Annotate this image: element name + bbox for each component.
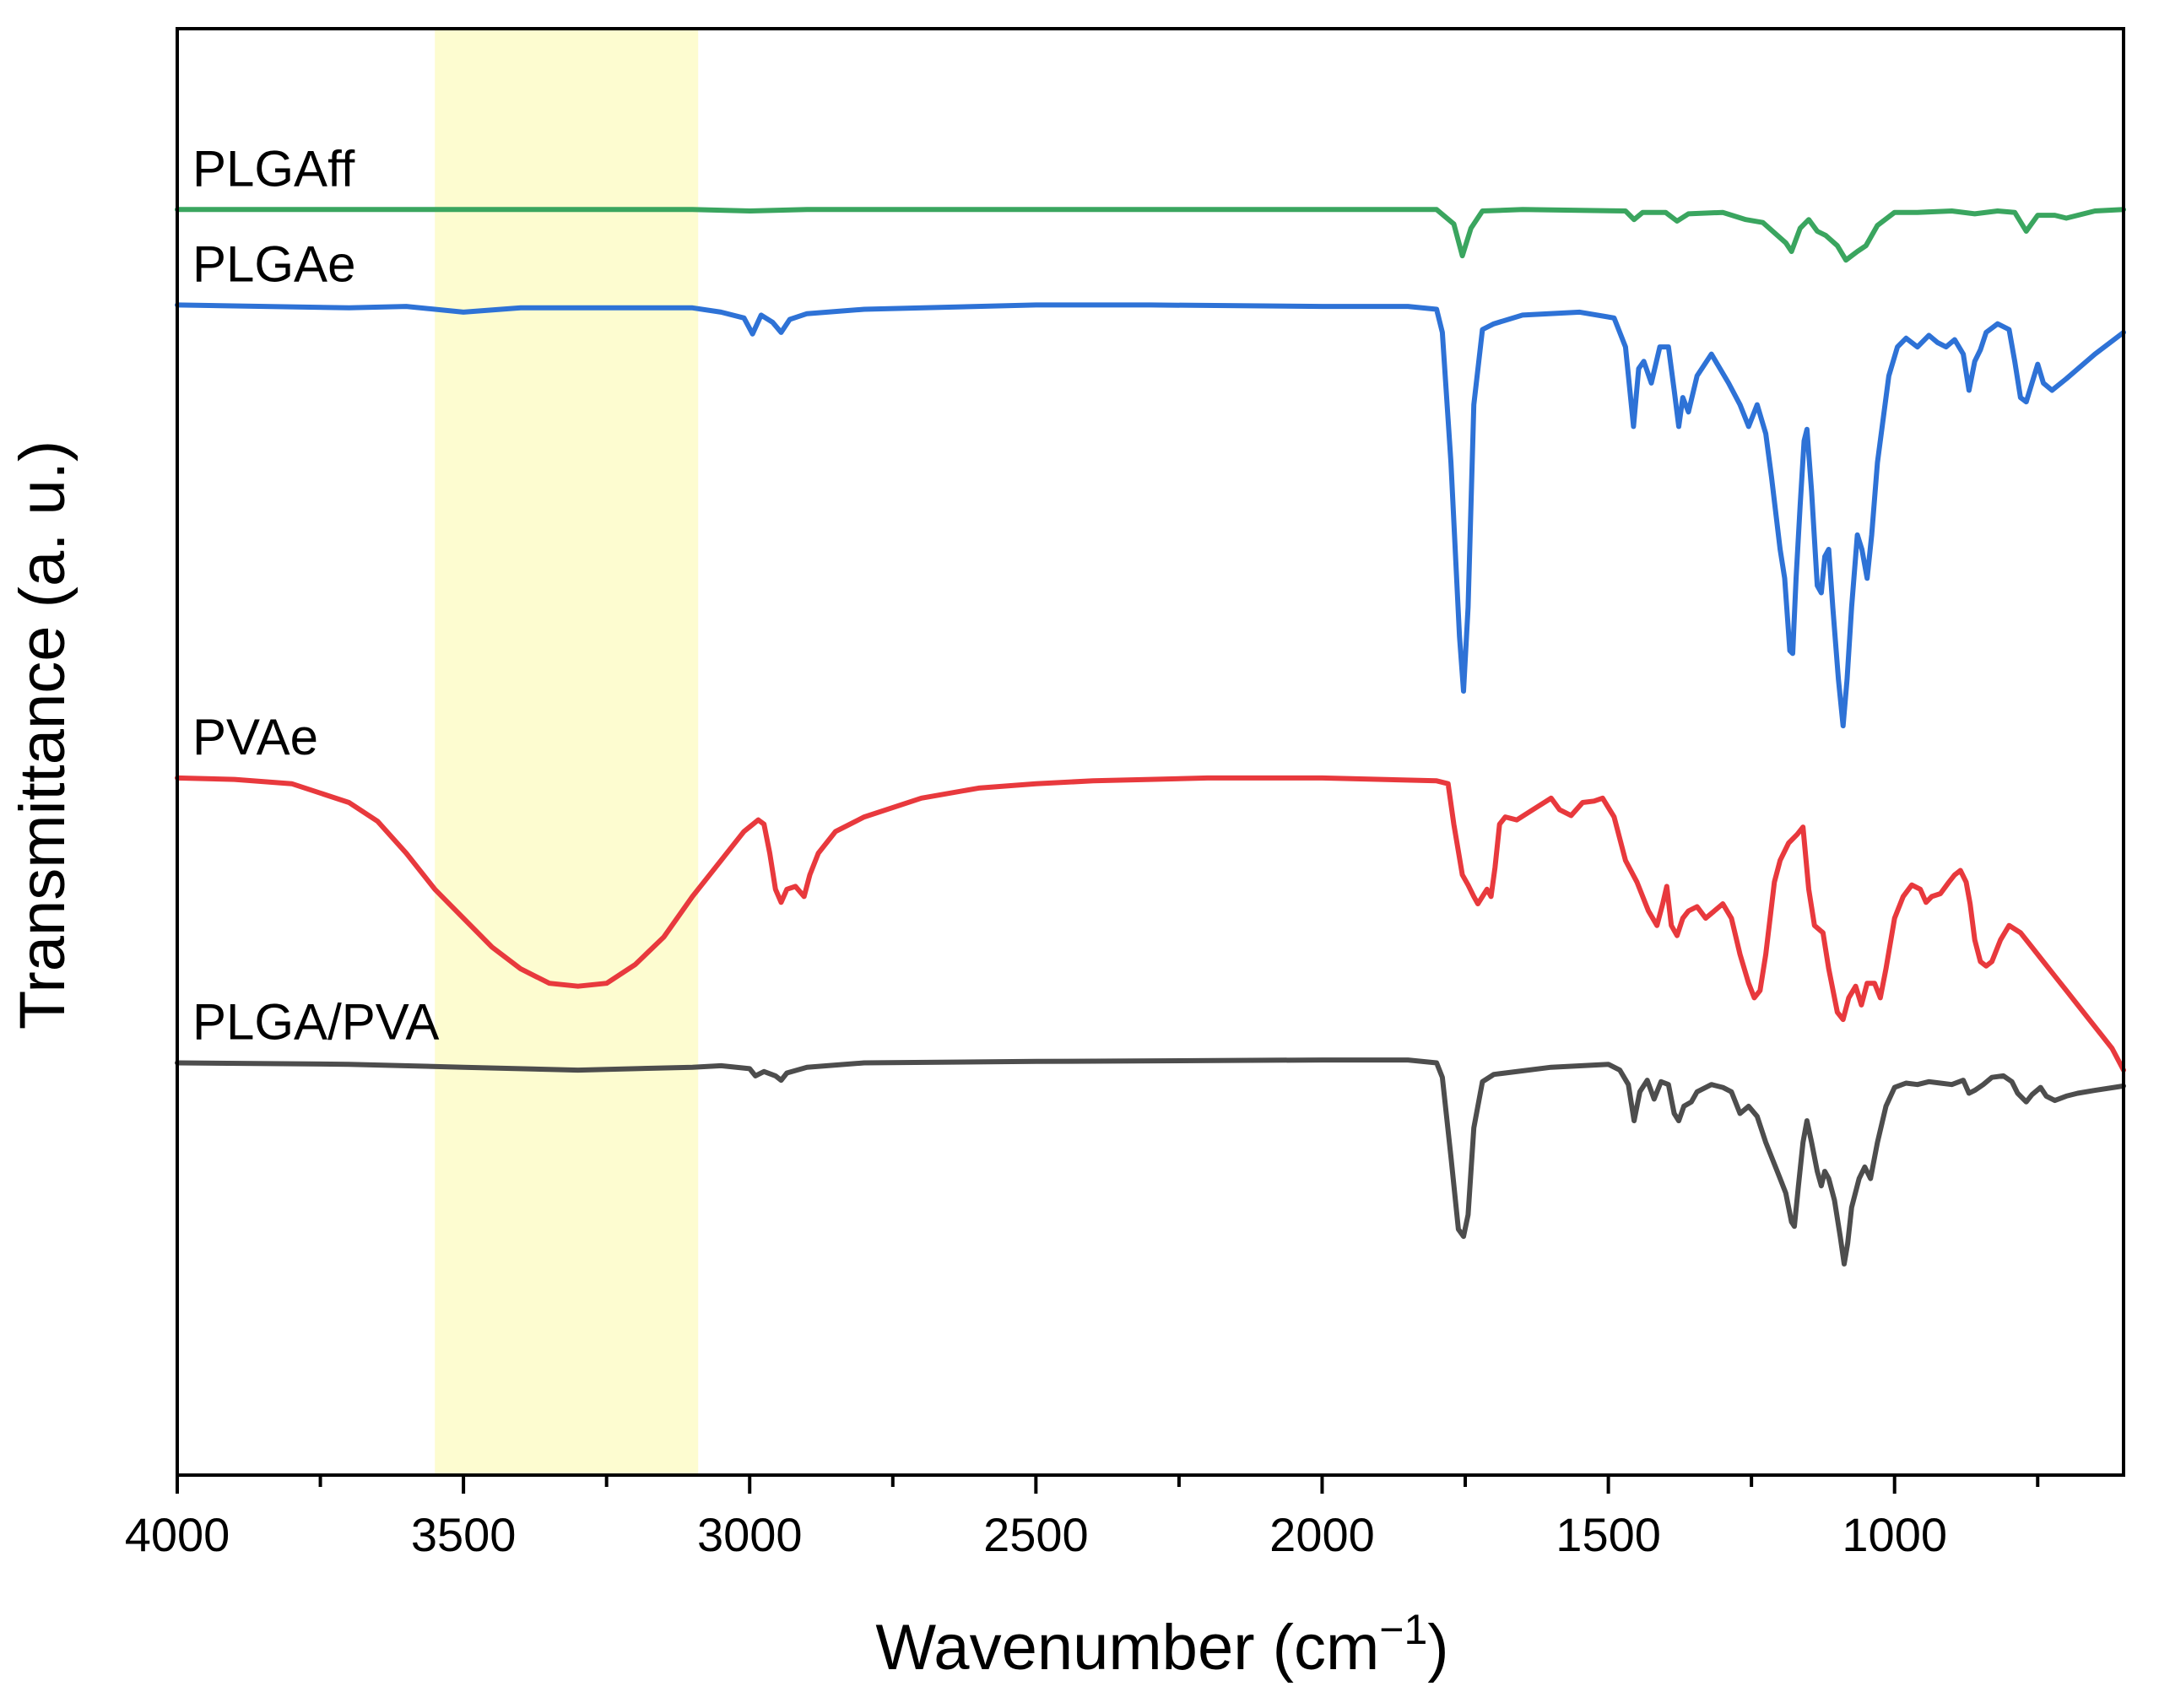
series-line-plgae: [175, 302, 2126, 729]
x-axis: 4000 3500 3000 2500 2000 1500 1000: [125, 1475, 2040, 1561]
x-tick-label-2000: 2000: [1269, 1508, 1375, 1561]
series-label-pvae: PVAe: [192, 709, 318, 765]
series-label-layer: PLGAff PLGAe PVAe PLGA/PVA: [192, 140, 439, 1050]
highlight-band: [435, 29, 699, 1475]
x-tick-label-1000: 1000: [1842, 1508, 1947, 1561]
series-line-pvae: [175, 775, 2126, 1073]
y-axis-title: Transmittance (a. u.): [7, 441, 78, 1030]
x-tick-label-1500: 1500: [1556, 1508, 1661, 1561]
x-tick-label-4000: 4000: [125, 1508, 230, 1561]
x-axis-title-superscript: −1: [1379, 1606, 1427, 1653]
x-tick-label-2500: 2500: [983, 1508, 1089, 1561]
series-label-plga-pva: PLGA/PVA: [192, 994, 439, 1051]
series-line-plga-pva: [175, 1057, 2126, 1267]
x-tick-label-3500: 3500: [411, 1508, 517, 1561]
plot-frame: [176, 27, 2125, 1477]
series-line-plgaff: [175, 207, 2126, 263]
series-label-plgae: PLGAe: [192, 235, 355, 292]
series-layer: [175, 207, 2126, 1267]
x-tick-label-3000: 3000: [697, 1508, 803, 1561]
x-axis-title: Wavenumber (cm−1): [875, 1606, 1448, 1684]
series-label-plgaff: PLGAff: [192, 140, 355, 197]
